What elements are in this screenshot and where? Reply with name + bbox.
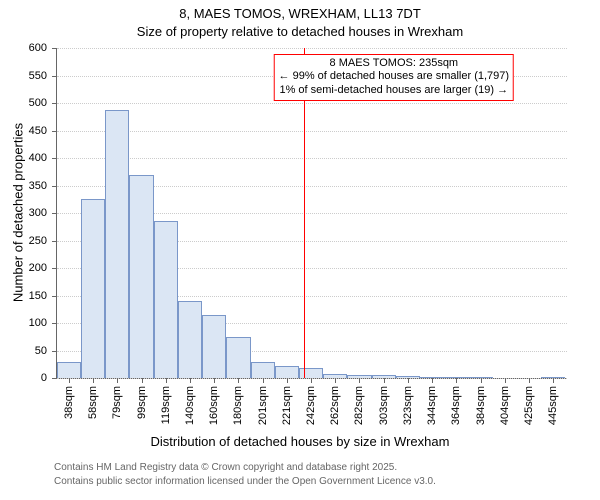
xtick-label: 140sqm xyxy=(184,386,196,425)
ytick-label: 50 xyxy=(35,345,57,357)
xtick-label: 180sqm xyxy=(232,386,244,425)
ytick-label: 500 xyxy=(29,97,57,109)
histogram-bar xyxy=(275,366,299,378)
xtick-mark xyxy=(335,378,336,383)
annotation-line: ← 99% of detached houses are smaller (1,… xyxy=(279,70,510,84)
xtick-label: 79sqm xyxy=(111,386,123,419)
xtick-mark xyxy=(69,378,70,383)
ytick-label: 200 xyxy=(29,262,57,274)
xtick-label: 344sqm xyxy=(426,386,438,425)
gridline xyxy=(57,103,567,104)
xtick-mark xyxy=(481,378,482,383)
xtick-label: 38sqm xyxy=(63,386,75,419)
footer-line-2: Contains public sector information licen… xyxy=(54,476,436,487)
xtick-label: 404sqm xyxy=(499,386,511,425)
histogram-bar xyxy=(57,362,81,379)
xtick-mark xyxy=(456,378,457,383)
xtick-label: 323sqm xyxy=(402,386,414,425)
xtick-label: 445sqm xyxy=(547,386,559,425)
ytick-label: 450 xyxy=(29,125,57,137)
xtick-label: 160sqm xyxy=(208,386,220,425)
gridline xyxy=(57,48,567,49)
xtick-label: 303sqm xyxy=(378,386,390,425)
histogram-bar xyxy=(105,110,129,378)
ytick-label: 250 xyxy=(29,235,57,247)
histogram-bar xyxy=(129,175,153,379)
xtick-label: 221sqm xyxy=(281,386,293,425)
chart-figure: 8, MAES TOMOS, WREXHAM, LL13 7DT Size of… xyxy=(0,0,600,500)
xtick-label: 262sqm xyxy=(329,386,341,425)
xtick-mark xyxy=(311,378,312,383)
xtick-label: 384sqm xyxy=(475,386,487,425)
ytick-label: 300 xyxy=(29,207,57,219)
ytick-label: 150 xyxy=(29,290,57,302)
ytick-label: 400 xyxy=(29,152,57,164)
ytick-label: 0 xyxy=(41,372,57,384)
xtick-label: 99sqm xyxy=(136,386,148,419)
xtick-label: 201sqm xyxy=(257,386,269,425)
annotation-line: 1% of semi-detached houses are larger (1… xyxy=(279,84,510,98)
xtick-mark xyxy=(214,378,215,383)
xtick-label: 282sqm xyxy=(353,386,365,425)
ytick-label: 350 xyxy=(29,180,57,192)
xtick-mark xyxy=(529,378,530,383)
ytick-label: 550 xyxy=(29,70,57,82)
gridline xyxy=(57,158,567,159)
y-axis-label: Number of detached properties xyxy=(11,113,26,313)
histogram-bar xyxy=(251,362,275,379)
gridline xyxy=(57,131,567,132)
histogram-bar xyxy=(299,368,323,378)
histogram-bar xyxy=(154,221,178,378)
chart-title-line2: Size of property relative to detached ho… xyxy=(0,24,600,39)
x-axis-label: Distribution of detached houses by size … xyxy=(0,434,600,449)
ytick-label: 100 xyxy=(29,317,57,329)
histogram-bar xyxy=(81,199,105,378)
xtick-mark xyxy=(505,378,506,383)
xtick-mark xyxy=(166,378,167,383)
xtick-label: 119sqm xyxy=(160,386,172,424)
xtick-mark xyxy=(359,378,360,383)
footer-line-1: Contains HM Land Registry data © Crown c… xyxy=(54,462,397,473)
xtick-label: 242sqm xyxy=(305,386,317,425)
xtick-mark xyxy=(117,378,118,383)
xtick-mark xyxy=(238,378,239,383)
xtick-mark xyxy=(263,378,264,383)
xtick-mark xyxy=(93,378,94,383)
annotation-line: 8 MAES TOMOS: 235sqm xyxy=(279,57,510,71)
xtick-label: 364sqm xyxy=(450,386,462,425)
xtick-mark xyxy=(287,378,288,383)
histogram-bar xyxy=(178,301,202,378)
xtick-label: 425sqm xyxy=(523,386,535,425)
xtick-mark xyxy=(553,378,554,383)
xtick-mark xyxy=(142,378,143,383)
xtick-mark xyxy=(408,378,409,383)
xtick-label: 58sqm xyxy=(87,386,99,419)
xtick-mark xyxy=(384,378,385,383)
xtick-mark xyxy=(190,378,191,383)
histogram-bar xyxy=(226,337,250,378)
plot-area: 05010015020025030035040045050055060038sq… xyxy=(56,48,567,379)
ytick-label: 600 xyxy=(29,42,57,54)
xtick-mark xyxy=(432,378,433,383)
histogram-bar xyxy=(202,315,226,378)
chart-title-line1: 8, MAES TOMOS, WREXHAM, LL13 7DT xyxy=(0,6,600,21)
annotation-box: 8 MAES TOMOS: 235sqm← 99% of detached ho… xyxy=(274,54,515,101)
